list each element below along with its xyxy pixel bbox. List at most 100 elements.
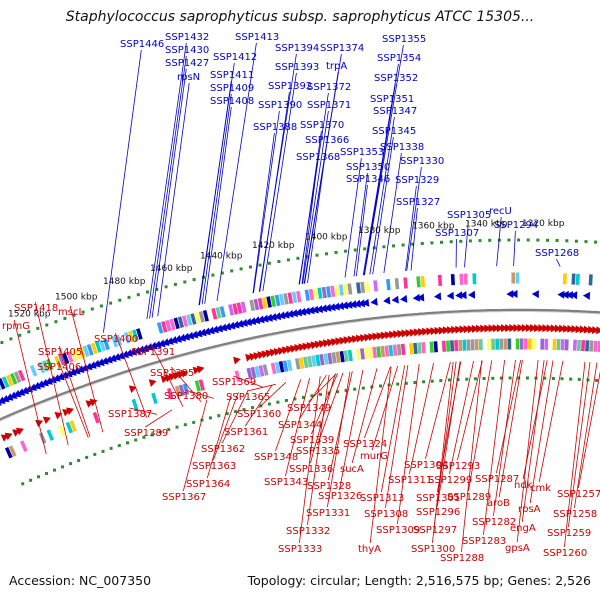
kbp-label: 1500 kbp (55, 292, 98, 302)
tick-dot (420, 242, 424, 245)
minus-gene-label: cmk (530, 483, 551, 494)
minus-gene-arrow (343, 336, 351, 345)
plus-leader-line (157, 82, 190, 317)
minus-gene-label: SSP1313 (360, 493, 404, 504)
plus-leader-line (406, 166, 422, 271)
plus-cog-block (173, 317, 180, 330)
plus-gene-label: SSP1432 (165, 32, 209, 43)
minus-leader-line (151, 345, 184, 407)
tick-dot (344, 249, 348, 253)
minus-cog-block (433, 341, 438, 353)
minus-leader-line (385, 365, 409, 509)
tick-dot (488, 238, 492, 242)
minus-cog-block (589, 340, 594, 352)
minus-gene-arrow (459, 325, 467, 334)
plus-gene-label: SSP1374 (320, 43, 364, 54)
plus-gene-arrow (294, 308, 303, 317)
tick-dot (577, 377, 581, 381)
tick-dot (225, 412, 229, 416)
plus-gene-arrow (400, 294, 408, 303)
tick-dot (109, 446, 113, 450)
plus-leader-line (259, 91, 290, 292)
tick-dot (305, 255, 309, 259)
tick-dot (9, 337, 13, 341)
plus-gene-label: SSP1370 (300, 120, 344, 131)
plus-gene-arrow (324, 303, 332, 312)
minus-gene-arrow (355, 334, 364, 343)
tick-dot (543, 376, 547, 380)
plus-cog-block (334, 285, 340, 297)
minus-leader-line (69, 305, 104, 433)
minus-gene-label: mscL (58, 307, 84, 318)
plus-gene-arrow (244, 318, 253, 326)
minus-cog-block (311, 355, 317, 367)
plus-leader-line (307, 145, 327, 284)
minus-cog-block (92, 411, 100, 424)
minus-gene-arrow (393, 330, 401, 339)
plus-cog-block (0, 378, 6, 390)
minus-gene-label: SSP1299 (428, 475, 472, 486)
minus-cog-block (360, 348, 365, 360)
tick-dot (167, 428, 171, 432)
plus-cog-block (211, 308, 218, 320)
minus-leader-line (275, 379, 302, 452)
minus-gene-arrow (66, 407, 74, 415)
minus-gene-arrow (380, 331, 388, 340)
plus-leader-line (302, 110, 329, 284)
minus-gene-arrow (484, 324, 492, 333)
kbp-label: 1460 kbp (150, 264, 193, 274)
minus-gene-label: sucA (340, 464, 364, 475)
minus-leader-line (381, 365, 406, 493)
plus-leader-line (301, 162, 318, 284)
minus-leader-line (351, 368, 378, 464)
minus-gene-label: SSP1289 (447, 492, 491, 503)
plus-gene-label: SSP1355 (382, 34, 426, 45)
minus-cog-block (19, 440, 28, 452)
minus-gene-arrow (310, 341, 319, 350)
plus-leader-line (103, 49, 142, 333)
backbone-arc (0, 308, 600, 421)
minus-leader-line (34, 301, 69, 446)
minus-cog-block (507, 338, 512, 350)
minus-cog-block (182, 383, 190, 395)
plus-gene-label: SSP1307 (435, 228, 479, 239)
minus-cog-block (380, 345, 386, 358)
plus-gene-arrow (157, 339, 166, 348)
plus-cog-block (330, 285, 336, 297)
minus-gene-arrow (438, 326, 446, 335)
plus-cog-block (257, 297, 264, 310)
plus-cog-block (463, 273, 468, 285)
minus-gene-arrow (339, 336, 347, 345)
minus-gene-label: SSP1344 (278, 420, 322, 431)
plus-gene-arrow (76, 365, 85, 373)
tick-dot (101, 449, 105, 453)
tick-dot (379, 384, 382, 388)
minus-gene-label: SSP1293 (436, 461, 480, 472)
minus-leader-line (244, 384, 273, 427)
plus-gene-arrow (9, 391, 18, 399)
minus-leader-line (258, 382, 287, 409)
plus-gene-arrow (506, 290, 514, 298)
plus-gene-label: SSP1392 (268, 81, 312, 92)
tick-dot (404, 381, 408, 385)
tick-dot (173, 282, 177, 286)
minus-cog-block (262, 364, 269, 376)
kbp-label: 1440 kbp (200, 252, 243, 262)
minus-leader-line (574, 362, 598, 509)
minus-gene-label: SSP1333 (278, 544, 322, 555)
map-title: Staphylococcus saprophyticus subsp. sapr… (65, 9, 535, 25)
plus-cog-block (82, 345, 90, 357)
tick-dot (301, 395, 305, 399)
tick-dot (344, 388, 348, 392)
minus-gene-arrow (318, 340, 327, 348)
minus-gene-label: SSP1405 (38, 347, 82, 358)
minus-gene-arrow (467, 325, 475, 334)
minus-gene-arrow (455, 325, 463, 334)
minus-gene-arrow (286, 345, 294, 354)
minus-gene-label: SSP1297 (413, 525, 457, 536)
plus-cog-block (177, 316, 185, 328)
minus-leader-line (432, 361, 454, 544)
minus-gene-arrow (554, 324, 562, 333)
accession-text: Accession: NC_007350 (9, 573, 152, 588)
